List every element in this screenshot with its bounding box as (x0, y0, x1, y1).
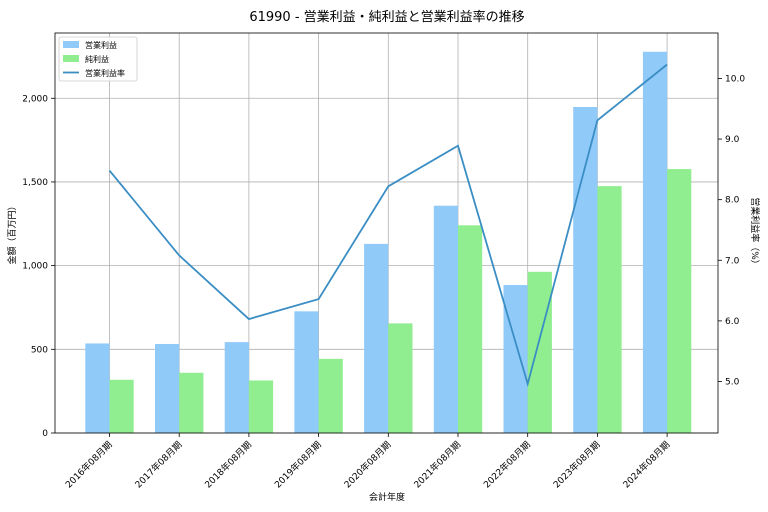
bar-net-profit (527, 271, 552, 433)
y-tick-label: 500 (31, 345, 48, 355)
line-operating-margin (108, 63, 668, 388)
legend-swatch-operating-profit (63, 41, 79, 48)
bar-operating-profit (224, 342, 249, 433)
bar-operating-profit (294, 311, 319, 433)
bar-net-profit (179, 372, 204, 433)
bar-net-profit (597, 186, 622, 433)
bar-operating-profit (503, 285, 528, 433)
y2-axis-ticks: 5.0 6.0 7.0 8.0 9.0 10.0 (718, 74, 745, 387)
y2-axis-label: 営業利益率（%） (749, 197, 761, 269)
legend-swatch-net-profit (63, 55, 79, 62)
x-tick-label: 2019年08月期 (272, 439, 324, 491)
bar-net-profit (109, 379, 134, 433)
y2-tick-label: 5.0 (725, 377, 740, 387)
x-tick-label: 2024年08月期 (620, 439, 672, 491)
chart-title: 61990 - 営業利益・純利益と営業利益率の推移 (249, 9, 524, 25)
bars (85, 51, 692, 434)
y-axis-ticks: 0 500 1,000 1,500 2,000 (22, 94, 55, 439)
y2-tick-label: 10.0 (725, 74, 745, 84)
bar-operating-profit (364, 243, 389, 433)
y-tick-label: 0 (42, 429, 48, 439)
y-axis-label: 金額（百万円） (6, 201, 18, 264)
plot-frame (54, 32, 719, 434)
bar-operating-profit (155, 343, 180, 433)
bar-operating-profit (85, 343, 110, 433)
bar-net-profit (318, 358, 343, 433)
legend-label-operating-profit: 営業利益 (85, 40, 117, 50)
legend: 営業利益 純利益 営業利益率 (58, 36, 138, 82)
margin-line (108, 63, 668, 388)
bar-net-profit (458, 225, 483, 433)
y-tick-label: 1,000 (22, 262, 48, 272)
y-tick-label: 2,000 (22, 94, 48, 104)
y2-tick-label: 6.0 (725, 317, 740, 327)
y2-tick-label: 7.0 (725, 256, 740, 266)
x-tick-label: 2021年08月期 (411, 439, 463, 491)
bar-operating-profit (433, 205, 458, 433)
x-tick-label: 2018年08月期 (202, 439, 254, 491)
x-tick-label: 2017年08月期 (132, 439, 184, 491)
y2-tick-label: 8.0 (725, 196, 740, 206)
bar-operating-profit (642, 51, 668, 433)
bar-operating-profit (573, 106, 598, 434)
bar-net-profit (667, 169, 692, 433)
legend-label-net-profit: 純利益 (85, 54, 109, 64)
x-axis-ticks: 2016年08月期 2017年08月期 2018年08月期 2019年08月期 2020… (63, 433, 672, 491)
bar-net-profit (388, 323, 413, 433)
x-tick-label: 2022年08月期 (481, 439, 533, 491)
legend-label-operating-margin: 営業利益率 (85, 68, 125, 78)
bar-net-profit (248, 380, 274, 433)
x-tick-label: 2016年08月期 (63, 439, 115, 491)
y2-tick-label: 9.0 (725, 135, 740, 145)
y-tick-label: 1,500 (22, 178, 48, 188)
x-tick-label: 2023年08月期 (551, 439, 603, 491)
x-tick-label: 2020年08月期 (342, 439, 394, 491)
x-axis-label: 会計年度 (369, 491, 405, 503)
